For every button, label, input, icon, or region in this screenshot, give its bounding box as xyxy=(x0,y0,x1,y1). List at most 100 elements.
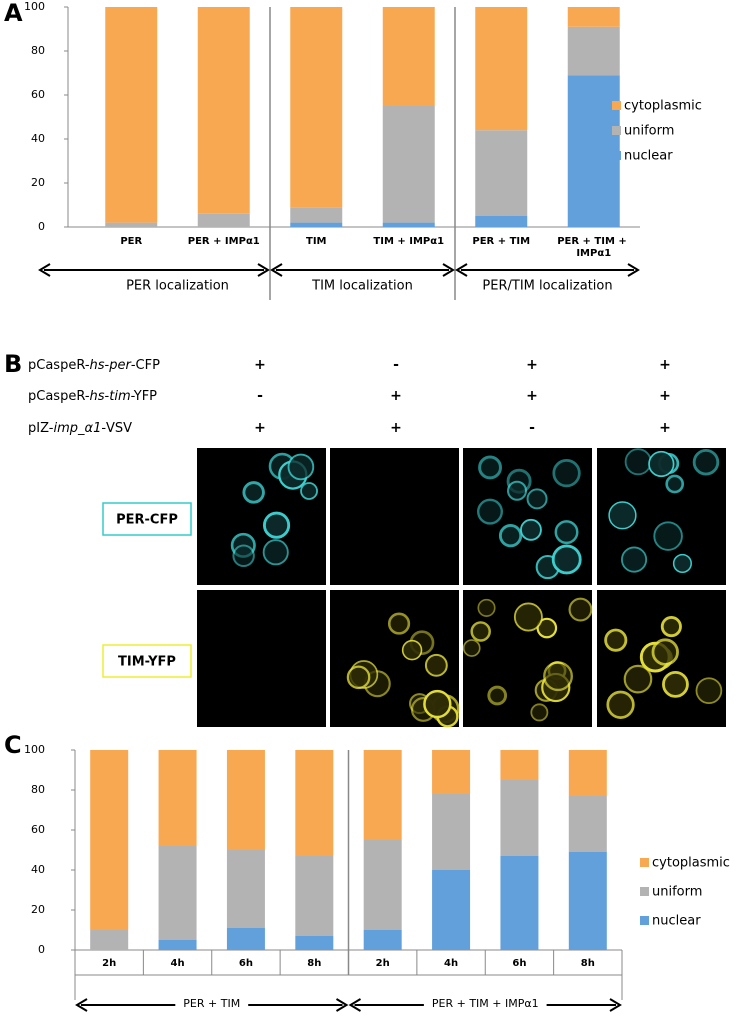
cell xyxy=(621,546,648,573)
sign: + xyxy=(254,420,266,436)
channel-box xyxy=(102,502,192,536)
construct-part: -YFP xyxy=(131,389,158,404)
legend-label: nuclear xyxy=(624,149,673,164)
sign: + xyxy=(659,388,671,404)
bar-segment xyxy=(500,780,539,856)
cell xyxy=(262,539,289,566)
cell xyxy=(423,689,452,719)
construct-part: pIZ- xyxy=(28,421,54,436)
bar-segment xyxy=(568,796,607,852)
panel-label: C xyxy=(4,731,22,759)
legend-swatch xyxy=(612,101,621,110)
group-label: PER/TIM localization xyxy=(482,279,612,294)
cell xyxy=(648,450,675,478)
y-tick-label: 100 xyxy=(24,0,45,13)
bar-segment xyxy=(475,130,528,216)
y-tick-label: 60 xyxy=(31,88,45,101)
arrow-head xyxy=(455,263,468,277)
cell xyxy=(487,685,508,706)
construct-part: pCaspeR- xyxy=(28,358,90,373)
cell xyxy=(568,597,593,622)
group-label: PER + TIM xyxy=(183,997,240,1010)
cell xyxy=(660,616,682,638)
micrograph xyxy=(330,448,459,585)
group-label: PER localization xyxy=(126,279,229,294)
x-tick-label: PER + TIM xyxy=(472,236,530,247)
x-tick-label: 2h xyxy=(376,958,390,969)
bar-segment xyxy=(105,7,158,223)
arrow-head xyxy=(348,998,362,1012)
x-tick-label: TIM + IMPα1 xyxy=(373,236,444,247)
bar-segment xyxy=(105,222,158,227)
cell xyxy=(462,639,481,657)
construct-part: - xyxy=(105,389,110,404)
bar-segment xyxy=(432,870,471,950)
sign: + xyxy=(526,388,538,404)
cell xyxy=(470,621,491,642)
bar-segment xyxy=(295,750,334,856)
x-tick-label: 2h xyxy=(102,958,116,969)
bar-segment xyxy=(90,930,129,950)
bar-segment xyxy=(382,7,435,106)
arrow-head xyxy=(270,263,283,277)
group-label: TIM localization xyxy=(311,279,413,294)
construct-part: tim xyxy=(109,389,130,404)
bar-segment xyxy=(363,840,402,930)
sign: + xyxy=(659,357,671,373)
channel-label: TIM-YFP xyxy=(118,655,176,670)
y-tick-label: 100 xyxy=(24,743,45,756)
panel-label: B xyxy=(4,350,22,378)
cell xyxy=(477,598,496,617)
label-background xyxy=(175,996,249,1012)
micrograph xyxy=(197,590,326,727)
y-tick-label: 20 xyxy=(31,176,45,189)
legend-label: uniform xyxy=(652,885,702,900)
x-tick-label: 4h xyxy=(171,958,185,969)
legend-swatch xyxy=(640,858,649,867)
bar-segment xyxy=(226,928,265,950)
x-tick-label: PER + TIM + IMPα1 xyxy=(557,236,630,259)
y-tick-label: 20 xyxy=(31,903,45,916)
cell xyxy=(606,690,635,719)
bar-segment xyxy=(158,846,197,940)
legend-label: cytoplasmic xyxy=(652,856,730,871)
construct-part: - xyxy=(105,358,110,373)
cell xyxy=(554,520,579,545)
construct-part: imp_α1 xyxy=(53,421,101,436)
x-tick-label: 6h xyxy=(239,958,253,969)
label-background xyxy=(423,996,547,1012)
bar-segment xyxy=(363,930,402,950)
arrow-head xyxy=(627,263,640,277)
channel-label: PER-CFP xyxy=(116,513,178,528)
x-tick-label: PER xyxy=(120,236,142,247)
cell xyxy=(692,448,720,476)
bar-segment xyxy=(290,222,343,227)
cell xyxy=(387,612,411,635)
panel-label: A xyxy=(4,0,23,27)
bar-segment xyxy=(475,216,528,227)
bar-segment xyxy=(197,213,250,227)
cell xyxy=(401,639,423,661)
legend-swatch xyxy=(640,887,649,896)
cell xyxy=(513,602,543,632)
cell xyxy=(651,638,679,666)
bar-segment xyxy=(432,794,471,870)
sign: + xyxy=(254,357,266,373)
cell xyxy=(624,448,652,476)
arrow-head xyxy=(257,263,270,277)
bar-segment xyxy=(567,7,620,27)
cell xyxy=(232,544,255,568)
bar-segment xyxy=(567,75,620,227)
arrow-head xyxy=(75,998,88,1012)
bar-segment xyxy=(567,26,620,76)
bar-segment xyxy=(500,750,539,780)
x-tick-label: 8h xyxy=(307,958,321,969)
bar-segment xyxy=(290,7,343,208)
x-tick-label: 4h xyxy=(444,958,458,969)
y-tick-label: 80 xyxy=(31,44,45,57)
construct-label: pCaspeR-hs-tim-YFP xyxy=(28,389,157,404)
cell xyxy=(623,664,653,694)
sign: + xyxy=(390,420,402,436)
construct-label: pCaspeR-hs-per-CFP xyxy=(28,358,160,373)
